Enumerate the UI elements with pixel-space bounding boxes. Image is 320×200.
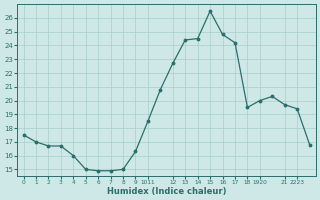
X-axis label: Humidex (Indice chaleur): Humidex (Indice chaleur) [107, 187, 226, 196]
